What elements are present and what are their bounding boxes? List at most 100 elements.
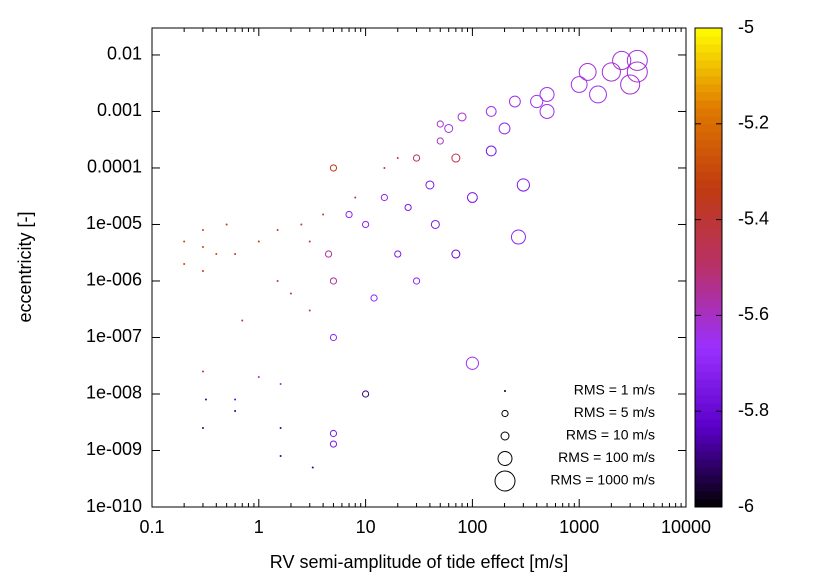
colorbar-band: [695, 435, 722, 444]
legend-label: RMS = 1000 m/s: [550, 472, 655, 488]
data-point: [201, 427, 204, 430]
data-point: [412, 154, 421, 162]
colorbar-band: [695, 467, 722, 476]
colorbar-band: [695, 51, 722, 61]
colorbar-band: [695, 387, 722, 396]
data-point: [329, 277, 338, 285]
legend-marker: [494, 470, 516, 492]
colorbar-band: [695, 91, 722, 101]
data-point: [539, 103, 555, 119]
data-point: [530, 94, 544, 109]
colorbar-band: [695, 355, 722, 364]
colorbar-band: [695, 363, 722, 372]
colorbar-band: [695, 131, 722, 141]
data-point: [404, 203, 412, 212]
data-point: [201, 245, 204, 248]
colorbar-band: [695, 123, 722, 133]
colorbar-band: [695, 67, 722, 77]
colorbar-band: [695, 179, 722, 189]
data-point: [362, 220, 370, 229]
colorbar-band: [695, 43, 722, 53]
colorbar-band: [695, 235, 722, 245]
colorbar-band: [695, 283, 722, 292]
data-point: [308, 240, 311, 243]
colorbar-band: [695, 267, 722, 276]
colorbar-tick-label: -5: [738, 17, 754, 37]
colorbar-band: [695, 219, 722, 229]
colorbar-band: [695, 187, 722, 197]
colorbar-band: [695, 395, 722, 404]
data-point: [412, 277, 421, 285]
data-point: [430, 219, 440, 229]
legend-label: RMS = 1 m/s: [574, 382, 655, 398]
data-point: [451, 153, 461, 163]
data-point: [322, 213, 325, 216]
colorbar-band: [695, 379, 722, 388]
data-point: [183, 240, 186, 243]
data-point: [465, 356, 479, 370]
data-point: [578, 63, 597, 81]
data-point: [466, 192, 478, 203]
data-point: [457, 112, 467, 122]
colorbar-tick-label: -6: [738, 496, 754, 516]
data-point: [539, 86, 555, 102]
colorbar-band: [695, 299, 722, 308]
colorbar-band: [695, 35, 722, 45]
y-tick-label: 1e-005: [86, 213, 142, 233]
colorbar-band: [695, 83, 722, 93]
colorbar-band: [695, 475, 722, 484]
data-point: [498, 122, 511, 135]
y-tick-label: 1e-008: [86, 383, 142, 403]
data-point: [201, 370, 204, 373]
data-point: [234, 409, 237, 412]
x-tick-label: 1: [254, 517, 264, 537]
colorbar-band: [695, 403, 722, 412]
legend-label: RMS = 10 m/s: [566, 427, 655, 443]
x-tick-label: 10: [356, 517, 376, 537]
colorbar-band: [695, 155, 722, 165]
colorbar-band: [695, 75, 722, 85]
colorbar-band: [695, 427, 722, 436]
data-point: [570, 76, 588, 93]
data-point: [300, 223, 303, 226]
data-point: [311, 466, 314, 469]
data-point: [329, 440, 338, 448]
colorbar-band: [695, 315, 722, 324]
y-tick-label: 0.0001: [87, 157, 142, 177]
data-point: [516, 178, 530, 192]
data-point: [183, 262, 186, 265]
colorbar-band: [695, 259, 722, 268]
data-point: [451, 249, 461, 259]
colorbar-band: [695, 339, 722, 348]
data-point: [234, 253, 237, 256]
colorbar-band: [695, 491, 722, 500]
colorbar-band: [695, 291, 722, 300]
data-point: [329, 164, 338, 172]
x-tick-label: 100: [457, 517, 487, 537]
y-tick-label: 1e-006: [86, 270, 142, 290]
data-point: [329, 429, 338, 438]
legend-marker: [504, 390, 506, 392]
colorbar-band: [695, 107, 722, 117]
data-point: [612, 50, 632, 71]
y-axis-label: eccentricity [-]: [15, 211, 35, 322]
colorbar-band: [695, 147, 722, 157]
data-point: [485, 106, 497, 117]
colorbar-band: [695, 499, 722, 508]
colorbar-band: [695, 227, 722, 237]
colorbar-band: [695, 451, 722, 460]
data-point: [276, 279, 279, 282]
data-point: [425, 180, 435, 190]
data-point: [383, 166, 386, 169]
data-point: [626, 61, 648, 83]
data-point: [626, 49, 648, 71]
colorbar-band: [695, 99, 722, 109]
legend-marker: [501, 409, 509, 418]
data-point: [444, 123, 454, 133]
colorbar-tick-label: -5.8: [738, 400, 769, 420]
data-point: [380, 193, 389, 202]
x-tick-label: 10000: [661, 517, 711, 537]
data-point: [485, 145, 497, 157]
data-point: [257, 375, 260, 378]
